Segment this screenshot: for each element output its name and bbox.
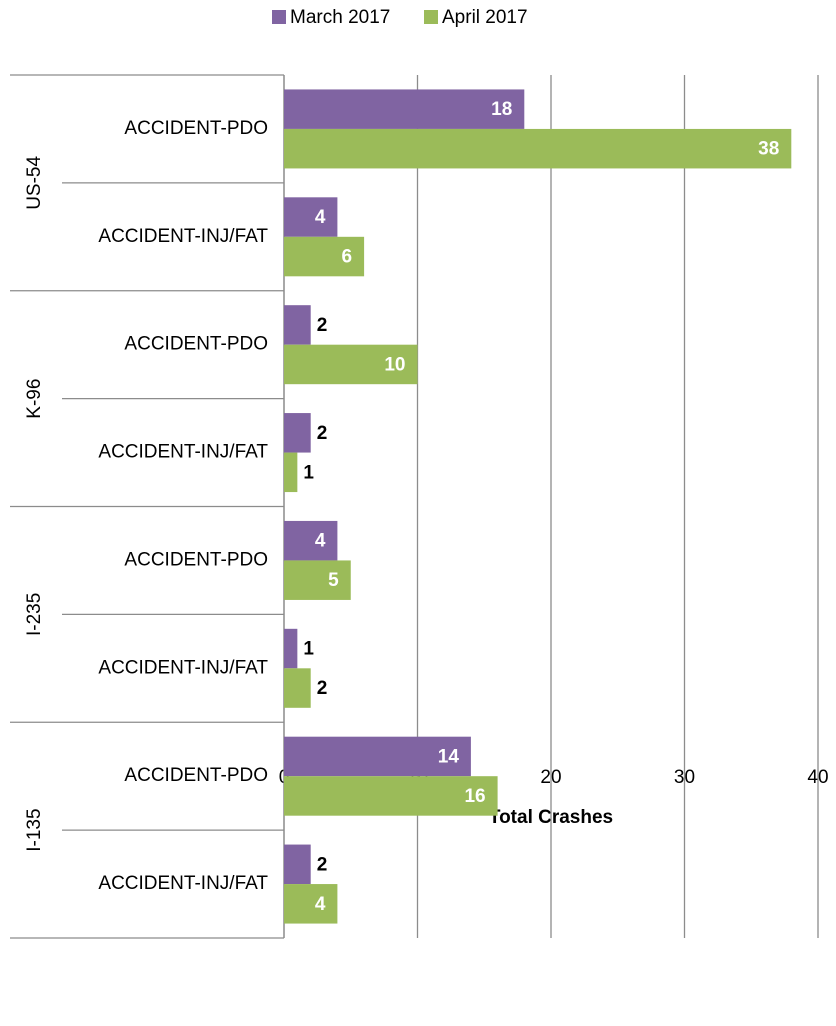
bar [284,884,338,924]
y-tick-label: ACCIDENT-PDO [124,549,268,570]
data-label: 5 [328,570,339,591]
y-tick-label: ACCIDENT-INJ/FAT [98,873,268,894]
bar [284,305,311,345]
group-label: US-54 [24,156,45,210]
legend-swatch [272,10,286,24]
y-tick-label: ACCIDENT-INJ/FAT [98,226,268,247]
x-tick-label: 20 [540,767,561,788]
group-label: I-235 [24,593,45,636]
y-tick-label: ACCIDENT-PDO [124,334,268,355]
bar [284,413,311,453]
y-tick-label: ACCIDENT-INJ/FAT [98,442,268,463]
legend-label: March 2017 [290,7,390,28]
data-label: 10 [384,354,405,375]
bar [284,844,311,885]
bar [284,89,525,129]
legend-label: April 2017 [442,7,528,28]
bar [284,197,338,237]
bar [284,128,792,169]
bar [284,344,418,385]
bar [284,560,351,600]
bar [284,776,498,816]
data-label: 2 [317,315,328,336]
data-label: 4 [315,531,326,552]
y-tick-label: ACCIDENT-INJ/FAT [98,657,268,678]
legend-swatch [424,10,438,24]
data-label: 6 [342,247,353,268]
data-label: 1 [303,462,314,483]
bar [284,736,471,777]
data-label: 4 [315,207,326,228]
data-label: 16 [464,786,485,807]
data-label: 2 [317,423,328,444]
x-tick-label: 40 [807,767,828,788]
bar [284,520,338,561]
data-label: 1 [303,639,314,660]
data-label: 2 [317,854,328,875]
group-label: K-96 [24,379,45,419]
y-tick-label: ACCIDENT-PDO [124,118,268,139]
data-label: 38 [758,139,779,160]
bar [284,668,311,708]
bar [284,628,298,669]
bar [284,452,298,493]
data-label: 4 [315,894,326,915]
x-tick-label: 30 [674,767,695,788]
bar [284,236,365,277]
y-tick-label: ACCIDENT-PDO [124,765,268,786]
data-label: 18 [491,99,512,120]
group-label: I-135 [24,808,45,851]
data-label: 2 [317,678,328,699]
data-label: 14 [438,746,460,767]
